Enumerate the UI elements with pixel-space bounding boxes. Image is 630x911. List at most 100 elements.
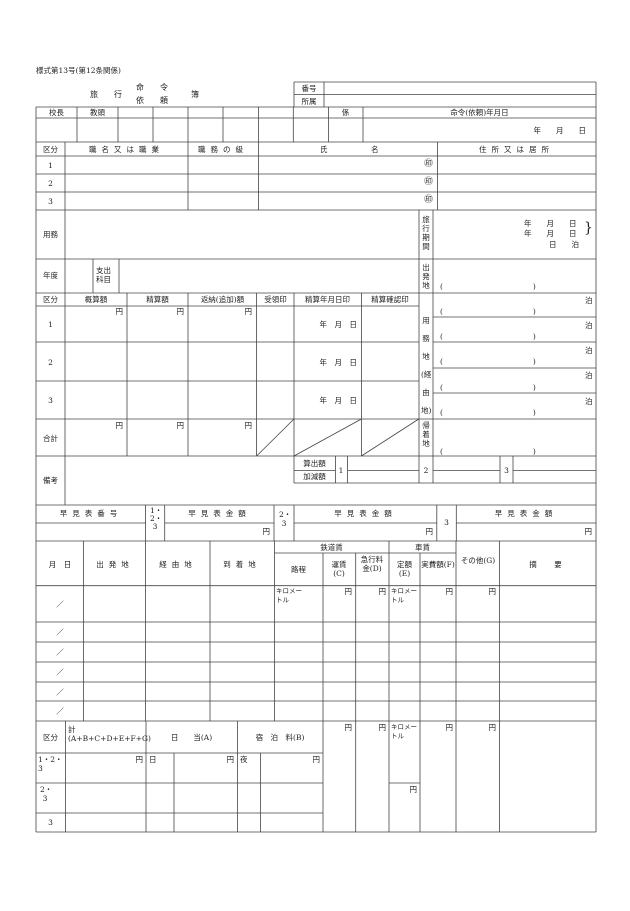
staff-label: 係 [341,108,350,117]
destination-label: 用務地(経由地) [421,316,432,415]
yen-unit: 円 [262,527,271,536]
yen-unit: 円 [425,527,434,536]
title-request: 依 頼 [136,96,168,105]
stay-unit: 泊 [585,371,593,380]
yen-unit: 円 [378,587,387,596]
car-header: 車賃 [415,543,430,552]
quick-amount-label: 早見表金額 [334,509,397,518]
yen-unit: 円 [445,587,454,596]
stay-unit: 泊 [585,397,593,406]
grid-line [256,418,295,457]
quick-amount-label: 早見表金額 [188,509,251,518]
settle-date-1: 年 月 日 [319,320,358,329]
yen-unit: 円 [115,421,124,430]
itin-to-header: 到着地 [223,560,261,569]
seal-icon: ㊞ [424,195,434,205]
date-slash: ／ [56,707,64,716]
yen-unit: 円 [312,755,321,764]
itin-date-header: 月 日 [48,560,72,569]
day-unit: 日 [149,755,157,764]
totals-row-123: 1・2・3 [38,755,63,773]
date-slash: ／ [56,688,64,697]
km-unit: キロメートル [391,587,417,604]
km-unit: キロメートル [276,587,302,604]
quick-group-23: 2・3 [279,510,292,528]
return-label: 帰着地 [422,421,430,448]
summary-header: 摘 要 [529,560,567,569]
seal-icon: ㊞ [424,159,434,169]
total-label: 合計 [43,434,58,443]
header-name: 名 [371,145,379,154]
grid-line [293,418,362,457]
yen-unit: 円 [409,785,418,794]
settle-row-2: 2 [48,358,53,367]
form-id: 様式第13号(第12条関係) [36,66,121,75]
person-row-2: 2 [48,179,53,188]
date-slash: ／ [56,648,64,657]
actual-header: 実費額(F) [421,560,455,569]
rail-header: 鉄道賃 [320,543,343,552]
yen-unit: 円 [244,307,253,316]
remarks-num-1: 1 [338,466,344,475]
stay-paren: ( ) [440,307,536,316]
settle-row-1: 1 [48,320,53,329]
daily-allowance-label: 日 当(A) [170,733,213,742]
sum-label: 計(A+B+C+D+E+F+G) [68,725,151,743]
period-end: 年 月 日 [524,229,577,238]
period-nights: 日 泊 [549,240,579,249]
header-class: 区分 [43,145,58,154]
yen-unit: 円 [488,587,497,596]
account-label: 支出科目 [96,266,111,284]
stay-unit: 泊 [585,346,593,355]
stay-unit: 泊 [585,321,593,330]
stay-paren: ( ) [440,408,536,417]
settle-date-3: 年 月 日 [319,396,358,405]
yen-unit: 円 [584,527,593,536]
settle-header-settled: 精算額 [146,295,169,304]
yen-unit: 円 [344,723,353,732]
quick-number-label: 早見表番号 [59,509,123,518]
title-book: 簿 [191,90,199,99]
yen-unit: 円 [226,755,235,764]
header-surname: 氏 [320,145,328,154]
title-order: 命 令 [136,83,168,92]
person-row-1: 1 [48,161,53,170]
remarks-num-3: 3 [504,466,509,475]
date-slash: ／ [56,628,64,637]
quick-group-3: 3 [444,518,449,527]
yen-unit: 円 [445,723,454,732]
purpose-label: 用務 [43,230,58,239]
adjust-amount-label: 加減額 [303,472,326,481]
night-unit: 夜 [240,755,248,764]
principal-label: 校長 [49,108,64,117]
departure-label: 出発地 [422,263,430,290]
stay-paren: ( ) [440,383,536,392]
settle-header-estimate: 概算額 [84,295,108,304]
distance-header: 路程 [291,565,306,574]
yen-unit: 円 [115,307,124,316]
grid-line [361,418,420,457]
settle-header-class: 区分 [43,295,58,304]
date-slash: ／ [56,600,64,609]
km-unit: キロメートル [391,723,417,740]
totals-class-label: 区分 [43,733,58,742]
yen-unit: 円 [176,421,185,430]
yen-unit: 円 [176,307,185,316]
fare-header: 運賃(C) [331,560,347,578]
stay-unit: 泊 [585,296,593,305]
itin-via-header: 経由地 [159,560,197,569]
header-grade: 職務の級 [198,145,248,154]
seal-icon: ㊞ [424,177,434,187]
fixed-header: 定額(E) [397,560,412,578]
header-address: 住所又は居所 [479,145,554,154]
totals-row-23: 2・3 [40,785,53,803]
period-start: 年 月 日 [524,219,577,228]
express-header: 急行料金(D) [360,555,384,573]
travel-period-label: 旅行期間 [422,215,430,251]
header-job: 職名又は職業 [89,145,164,154]
order-date-value: 年 月 日 [533,126,587,135]
remarks-label: 備考 [43,476,58,485]
settle-header-confirm: 精算確認印 [371,295,409,304]
fiscal-year-label: 年度 [43,271,58,280]
